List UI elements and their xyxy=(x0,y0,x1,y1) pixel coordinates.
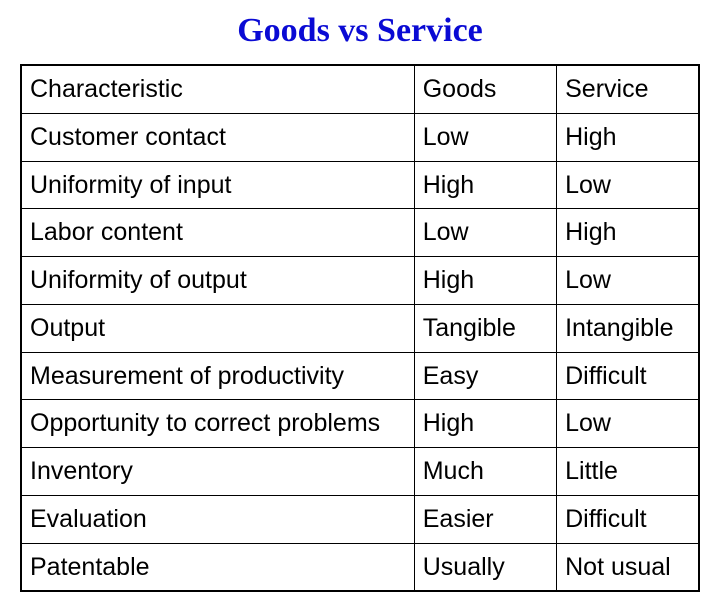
table-row: Measurement of productivity Easy Difficu… xyxy=(21,352,699,400)
page-title: Goods vs Service xyxy=(20,12,700,50)
cell-characteristic: Labor content xyxy=(21,209,414,257)
cell-characteristic: Uniformity of input xyxy=(21,161,414,209)
table-row: Labor content Low High xyxy=(21,209,699,257)
cell-service: Difficult xyxy=(557,495,699,543)
cell-service: High xyxy=(557,113,699,161)
cell-goods: Usually xyxy=(414,543,556,591)
cell-service: Difficult xyxy=(557,352,699,400)
cell-characteristic: Uniformity of output xyxy=(21,257,414,305)
cell-characteristic: Patentable xyxy=(21,543,414,591)
cell-service: High xyxy=(557,209,699,257)
cell-service: Not usual xyxy=(557,543,699,591)
table-row: Customer contact Low High xyxy=(21,113,699,161)
cell-characteristic: Evaluation xyxy=(21,495,414,543)
cell-goods: Tangible xyxy=(414,304,556,352)
cell-service: Low xyxy=(557,257,699,305)
cell-characteristic: Output xyxy=(21,304,414,352)
cell-characteristic: Characteristic xyxy=(21,65,414,113)
cell-goods: Low xyxy=(414,209,556,257)
table-row: Output Tangible Intangible xyxy=(21,304,699,352)
cell-goods: Easier xyxy=(414,495,556,543)
cell-goods: High xyxy=(414,257,556,305)
table-row: Opportunity to correct problems High Low xyxy=(21,400,699,448)
comparison-table: Characteristic Goods Service Customer co… xyxy=(20,64,700,592)
cell-service: Little xyxy=(557,448,699,496)
table-row: Uniformity of input High Low xyxy=(21,161,699,209)
cell-characteristic: Inventory xyxy=(21,448,414,496)
cell-goods: High xyxy=(414,400,556,448)
table-row: Patentable Usually Not usual xyxy=(21,543,699,591)
cell-goods: Easy xyxy=(414,352,556,400)
cell-characteristic: Customer contact xyxy=(21,113,414,161)
cell-service: Intangible xyxy=(557,304,699,352)
cell-service: Low xyxy=(557,400,699,448)
table-row: Evaluation Easier Difficult xyxy=(21,495,699,543)
cell-goods: Goods xyxy=(414,65,556,113)
cell-characteristic: Measurement of productivity xyxy=(21,352,414,400)
cell-goods: High xyxy=(414,161,556,209)
cell-characteristic: Opportunity to correct problems xyxy=(21,400,414,448)
cell-goods: Low xyxy=(414,113,556,161)
cell-service: Low xyxy=(557,161,699,209)
table-row: Inventory Much Little xyxy=(21,448,699,496)
cell-service: Service xyxy=(557,65,699,113)
cell-goods: Much xyxy=(414,448,556,496)
table-row: Uniformity of output High Low xyxy=(21,257,699,305)
table-row: Characteristic Goods Service xyxy=(21,65,699,113)
